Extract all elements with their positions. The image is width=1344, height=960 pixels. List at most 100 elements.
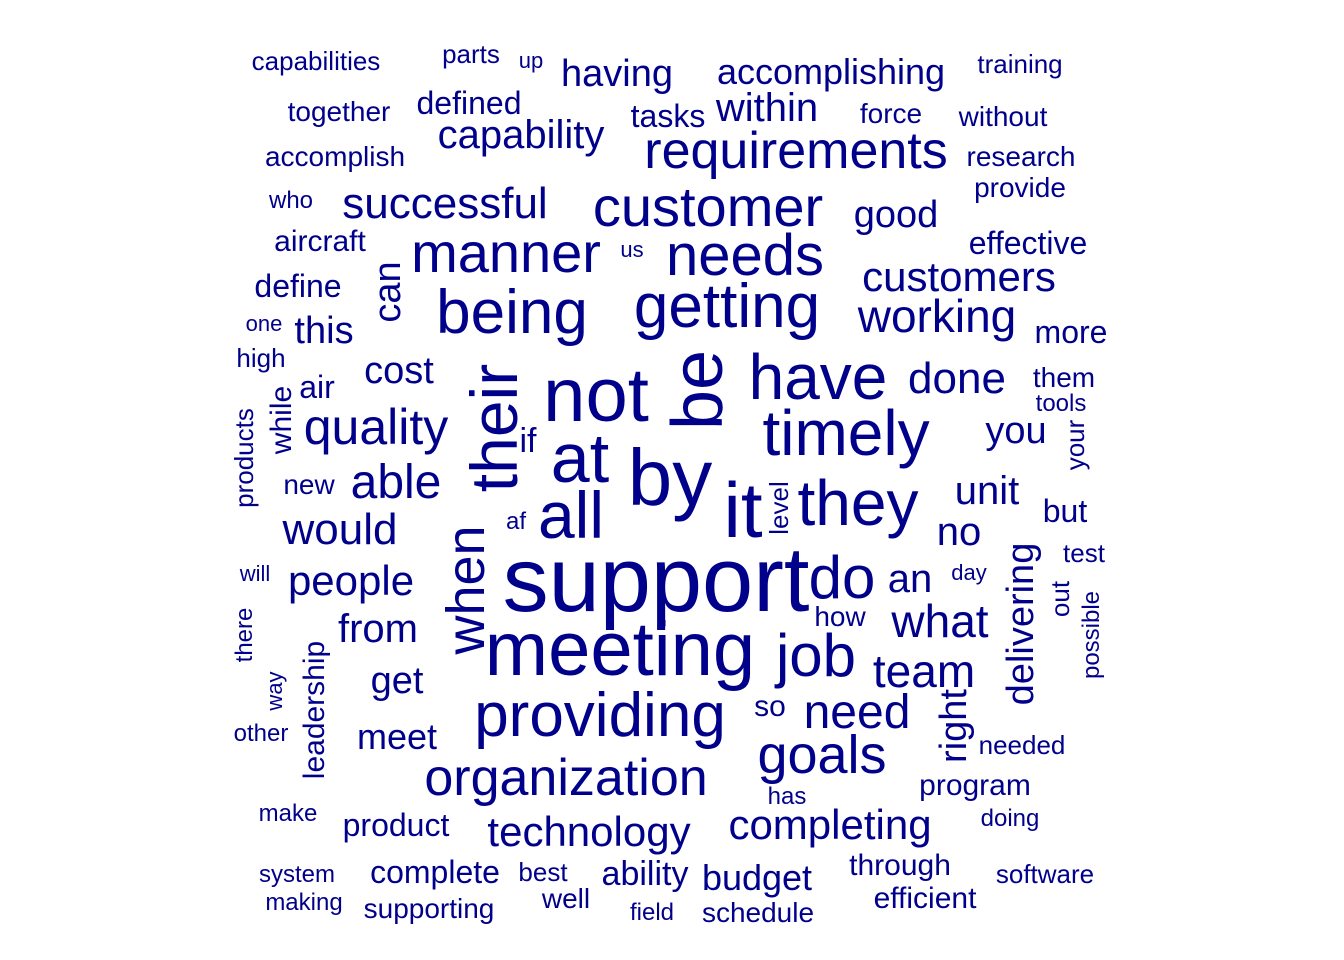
word-way: way: [262, 671, 287, 711]
word-needed: needed: [978, 730, 1066, 760]
word-aircraft: aircraft: [274, 225, 366, 258]
word-capability: capability: [437, 113, 605, 157]
word-team: team: [872, 645, 976, 697]
word-an: an: [887, 557, 933, 601]
word-product: product: [342, 807, 450, 843]
word-not: not: [543, 353, 649, 438]
word-leadership: leadership: [298, 640, 331, 780]
word-who: who: [268, 187, 314, 214]
word-how: how: [814, 601, 866, 632]
word-up: up: [518, 48, 544, 73]
word-providing: providing: [474, 681, 726, 750]
word-within: within: [715, 86, 819, 130]
word-schedule: schedule: [701, 897, 815, 928]
word-out: out: [1045, 580, 1075, 618]
word-efficient: efficient: [873, 882, 977, 915]
word-accomplish: accomplish: [264, 141, 406, 172]
word-your: your: [1060, 419, 1090, 471]
word-defined: defined: [416, 85, 522, 121]
word-needs: needs: [665, 223, 825, 288]
word-people: people: [287, 557, 415, 604]
word-this: this: [294, 310, 354, 352]
word-parts: parts: [442, 39, 500, 69]
word-while: while: [265, 385, 298, 455]
word-air: air: [299, 369, 335, 405]
word-well: well: [541, 883, 591, 914]
word-more: more: [1034, 314, 1108, 350]
word-be: be: [658, 349, 738, 431]
word-meeting: meeting: [484, 607, 756, 692]
word-working: working: [857, 290, 1017, 342]
word-research: research: [966, 141, 1076, 172]
word-day: day: [951, 560, 987, 585]
word-tools: tools: [1035, 390, 1087, 417]
word-software: software: [995, 859, 1095, 889]
word-budget: budget: [701, 857, 813, 898]
word-by: by: [627, 433, 713, 522]
word-would: would: [282, 505, 398, 554]
word-customer: customer: [592, 175, 824, 238]
word-no: no: [936, 510, 982, 554]
word-together: together: [287, 96, 391, 127]
word-will: will: [239, 561, 271, 586]
word-can: can: [367, 261, 409, 323]
word-organization: organization: [424, 749, 708, 807]
word-there: there: [231, 607, 258, 663]
word-accomplishing: accomplishing: [716, 51, 946, 92]
word-without: without: [958, 101, 1048, 132]
word-manner: manner: [411, 221, 601, 284]
word-getting: getting: [633, 272, 821, 341]
word-define: define: [254, 268, 342, 304]
word-high: high: [236, 343, 286, 373]
word-quality: quality: [303, 399, 449, 455]
word-do: do: [808, 544, 876, 611]
word-possible: possible: [1078, 590, 1105, 680]
word-get: get: [370, 660, 424, 702]
word-ability: ability: [601, 855, 689, 893]
word-provide: provide: [974, 172, 1066, 203]
word-one: one: [245, 311, 283, 336]
word-if: if: [519, 422, 537, 460]
word-meet: meet: [356, 716, 438, 757]
word-supporting: supporting: [363, 893, 495, 924]
word-job: job: [775, 622, 857, 689]
word-test: test: [1063, 538, 1105, 568]
word-need: need: [803, 686, 911, 739]
word-cost: cost: [364, 350, 434, 392]
word-successful: successful: [342, 179, 548, 228]
word-them: them: [1032, 362, 1096, 393]
word-good: good: [853, 194, 939, 236]
word-effective: effective: [968, 225, 1088, 261]
word-field: field: [629, 899, 675, 926]
word-unit: unit: [954, 469, 1020, 513]
word-so: so: [754, 690, 786, 723]
word-making: making: [265, 889, 343, 916]
word-it: it: [723, 466, 763, 554]
word-timely: timely: [762, 397, 930, 469]
word-requirements: requirements: [644, 122, 948, 180]
word-done: done: [908, 354, 1006, 403]
word-through: through: [849, 849, 951, 882]
word-they: they: [797, 467, 919, 539]
word-training: training: [977, 49, 1063, 79]
word-af: af: [505, 508, 527, 535]
word-level: level: [764, 481, 794, 535]
word-have: have: [748, 341, 888, 413]
word-what: what: [891, 595, 989, 647]
word-completing: completing: [728, 801, 932, 848]
word-able: able: [350, 456, 442, 509]
word-delivering: delivering: [1000, 542, 1042, 706]
word-being: being: [436, 278, 588, 347]
word-customers: customers: [862, 253, 1056, 300]
word-having: having: [561, 53, 673, 95]
word-products: products: [229, 408, 259, 508]
word-goals: goals: [757, 725, 887, 785]
word-us: us: [620, 237, 644, 262]
word-doing: doing: [980, 805, 1040, 832]
word-force: force: [859, 98, 923, 129]
word-make: make: [258, 800, 318, 827]
word-support: support: [502, 529, 810, 631]
word-all: all: [537, 478, 605, 552]
word-technology: technology: [487, 808, 691, 855]
